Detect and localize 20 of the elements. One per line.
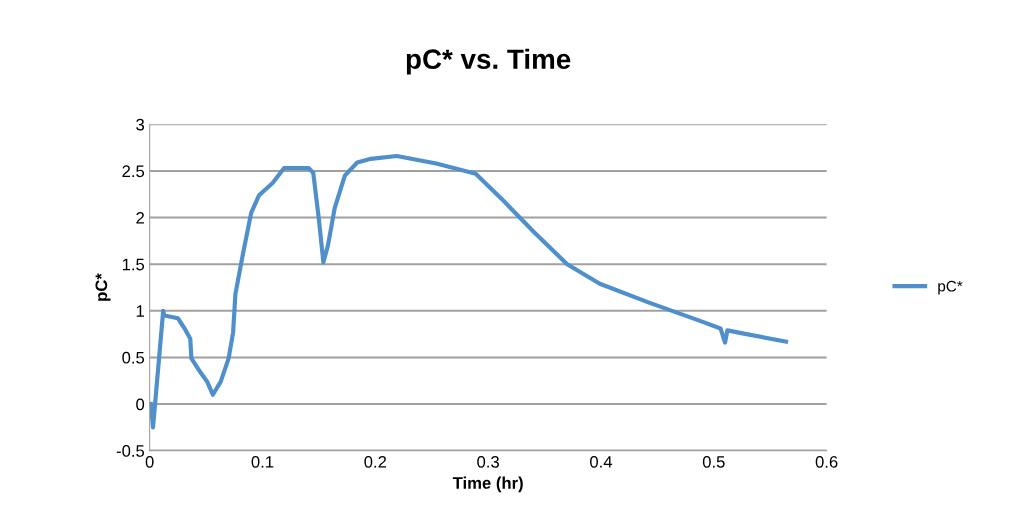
x-tick-label: 0.1 [251,455,274,468]
x-tick-label: 0.6 [815,455,838,468]
x-tick-label: 0.5 [702,455,725,468]
y-tick-label: 2 [136,211,144,224]
y-tick-label: -0.5 [116,445,145,457]
x-tick-label: 0 [145,455,154,468]
x-tick-label: 0.2 [364,455,387,468]
x-tick-label: 0.4 [590,455,613,468]
y-tick-label: 3 [136,118,145,131]
y-axis-title: pC* [95,273,111,301]
x-axis-title: Time (hr) [452,476,523,493]
line-series [149,153,789,430]
chart-title: pC* vs. Time [406,48,571,75]
x-tick-label: 0.3 [477,455,499,468]
y-tick-label: 1 [136,305,144,317]
y-tick-label: 0.5 [122,351,145,364]
y-tick-label: 0 [136,398,145,411]
y-tick-label: 1.5 [122,258,145,271]
y-tick-label: 2.5 [122,165,145,178]
legend-label: pC* [938,280,963,295]
